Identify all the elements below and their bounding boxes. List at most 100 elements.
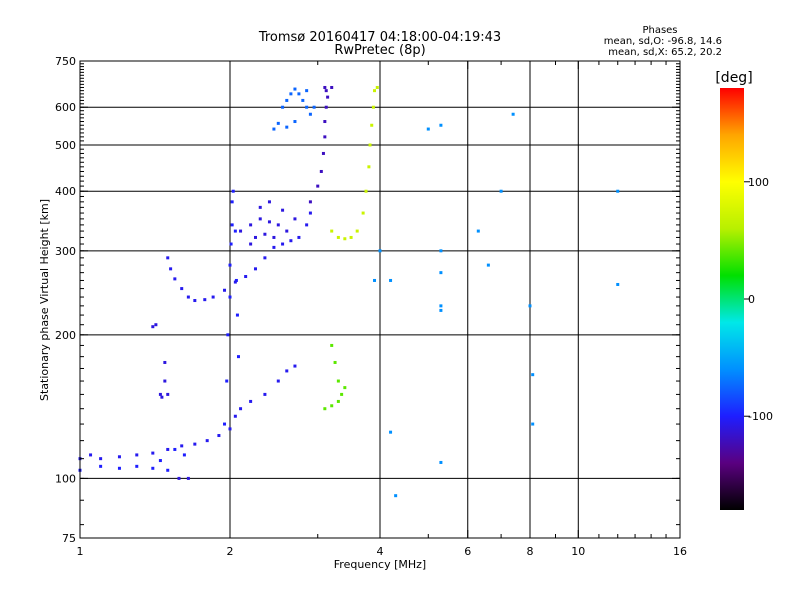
data-point <box>340 392 344 396</box>
data-point <box>228 427 232 431</box>
data-point <box>267 220 271 224</box>
data-point <box>263 392 267 396</box>
data-point <box>343 237 347 241</box>
data-point <box>439 304 443 308</box>
stats-line-o: mean, sd,O: -96.8, 14.6 <box>604 36 722 47</box>
data-point <box>439 123 443 127</box>
data-point <box>276 121 280 125</box>
y-tick-label: 100 <box>55 472 76 485</box>
stats-heading: Phases <box>642 25 677 36</box>
x-tick-label: 2 <box>227 545 234 558</box>
data-point <box>330 343 334 347</box>
data-point <box>378 249 382 253</box>
colorbar-scale <box>720 88 744 510</box>
data-point <box>253 267 257 271</box>
trace-x-f-layer <box>330 85 379 241</box>
data-point <box>321 151 325 155</box>
data-point <box>293 87 297 91</box>
data-point <box>375 85 379 89</box>
data-point <box>163 379 167 383</box>
y-tick-label: 200 <box>55 329 76 342</box>
data-point <box>486 263 490 267</box>
data-point <box>166 392 170 396</box>
data-point <box>439 249 443 253</box>
data-point <box>285 229 289 233</box>
data-point <box>528 304 532 308</box>
data-point <box>368 143 372 147</box>
data-point <box>312 105 316 109</box>
data-point <box>272 245 276 249</box>
data-point <box>180 444 184 448</box>
data-point <box>281 242 285 246</box>
data-point <box>367 165 371 169</box>
data-point <box>276 223 280 227</box>
data-point <box>228 295 232 299</box>
data-point <box>326 95 330 99</box>
data-point <box>289 239 293 243</box>
trace-o-lower-band <box>78 364 297 461</box>
data-point <box>343 386 347 390</box>
data-point <box>217 434 221 438</box>
data-point <box>308 112 312 116</box>
trace-o-top-cluster <box>272 87 316 131</box>
data-point <box>230 200 234 204</box>
data-point <box>154 323 158 327</box>
data-point <box>439 271 443 275</box>
data-point <box>244 275 248 279</box>
data-point <box>249 399 253 403</box>
data-point <box>182 453 186 457</box>
data-point <box>117 455 121 459</box>
data-point <box>99 457 103 461</box>
trace-o-f-layer-cusp <box>166 211 312 303</box>
data-point <box>177 476 181 480</box>
data-point <box>324 105 328 109</box>
data-point <box>349 235 353 239</box>
data-point <box>160 395 164 399</box>
data-point <box>305 223 309 227</box>
data-point <box>289 92 293 96</box>
y-axis-label: Stationary phase Virtual Height [km] <box>38 199 51 401</box>
data-point <box>373 89 377 93</box>
trace-o-f-scatter <box>239 200 297 246</box>
x-tick-label: 4 <box>377 545 384 558</box>
data-point <box>305 105 309 109</box>
data-point <box>305 89 309 93</box>
data-point <box>531 422 535 426</box>
data-point <box>272 235 276 239</box>
x-tick-label: 6 <box>464 545 471 558</box>
data-point <box>293 217 297 221</box>
data-point <box>371 105 375 109</box>
data-point <box>476 229 480 233</box>
colorbar: [deg] 100 0 -100 <box>715 70 773 510</box>
chart-subtitle: RwPretec (8p) <box>334 43 425 58</box>
data-point <box>297 92 301 96</box>
data-point <box>272 127 276 131</box>
data-point <box>258 205 262 209</box>
data-point <box>169 267 173 271</box>
trace-o-low-scatter <box>151 323 190 480</box>
data-point <box>225 379 229 383</box>
data-point <box>249 223 253 227</box>
data-point <box>230 223 234 227</box>
data-point <box>308 200 312 204</box>
data-point <box>151 451 155 455</box>
grid <box>80 61 680 538</box>
data-point <box>223 288 227 292</box>
data-point <box>166 256 170 260</box>
y-tick-label: 300 <box>55 245 76 258</box>
data-point <box>193 442 197 446</box>
trace-o-lower-lobe <box>78 447 186 472</box>
data-point <box>117 466 121 470</box>
data-point <box>319 169 323 173</box>
data-point <box>239 229 243 233</box>
data-point <box>180 287 184 291</box>
colorbar-tick-label: 100 <box>748 176 769 189</box>
data-point <box>389 430 393 434</box>
data-point <box>223 422 227 426</box>
data-point <box>235 313 239 317</box>
colorbar-label: [deg] <box>715 70 752 86</box>
y-tick-label: 400 <box>55 185 76 198</box>
data-point <box>511 112 515 116</box>
data-point <box>389 278 393 282</box>
